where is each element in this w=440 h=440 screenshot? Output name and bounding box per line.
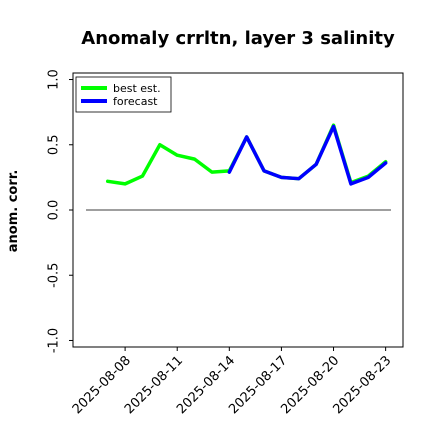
legend-label: forecast xyxy=(113,95,158,108)
x-ticks: 2025-08-082025-08-112025-08-142025-08-17… xyxy=(70,347,394,417)
series-layer xyxy=(105,123,388,186)
legend-box xyxy=(75,76,172,113)
series-line-0 xyxy=(105,123,388,186)
y-tick-label: 0.0 xyxy=(47,200,62,221)
y-tick-label: -1.0 xyxy=(47,328,62,353)
y-tick-label: -0.5 xyxy=(47,263,62,288)
legend-label: best est. xyxy=(113,82,161,95)
y-axis-label: anom. corr. xyxy=(6,170,21,253)
y-tick-label: 0.5 xyxy=(47,134,62,155)
series-line-1 xyxy=(227,124,388,186)
y-ticks: -1.0 -0.5 0.0 0.5 1.0 xyxy=(47,69,73,353)
legend: best est.forecast xyxy=(75,76,172,113)
y-tick-label: 1.0 xyxy=(47,69,62,90)
chart-title: Anomaly crrltn, layer 3 salinity xyxy=(81,28,395,49)
